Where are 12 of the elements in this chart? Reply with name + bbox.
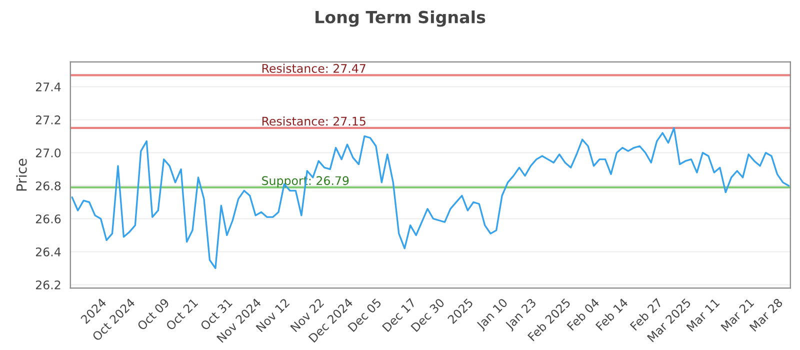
chart-title: Long Term Signals	[316, 10, 486, 27]
y-tick-label: 26.4	[36, 247, 61, 256]
y-tick-label: 26.2	[36, 280, 60, 290]
y-tick-label: 27.0	[36, 148, 61, 158]
ref-line-label: Resistance: 27.47	[262, 64, 366, 73]
y-tick-label: 26.6	[36, 214, 61, 224]
y-tick-label: 27.4	[36, 82, 61, 92]
ref-line-label: Resistance: 27.15	[262, 116, 366, 126]
y-axis-title: Price	[16, 158, 27, 191]
y-tick-label: 27.2	[36, 115, 60, 124]
y-tick-label: 26.8	[36, 181, 61, 190]
line-series	[71, 127, 790, 270]
